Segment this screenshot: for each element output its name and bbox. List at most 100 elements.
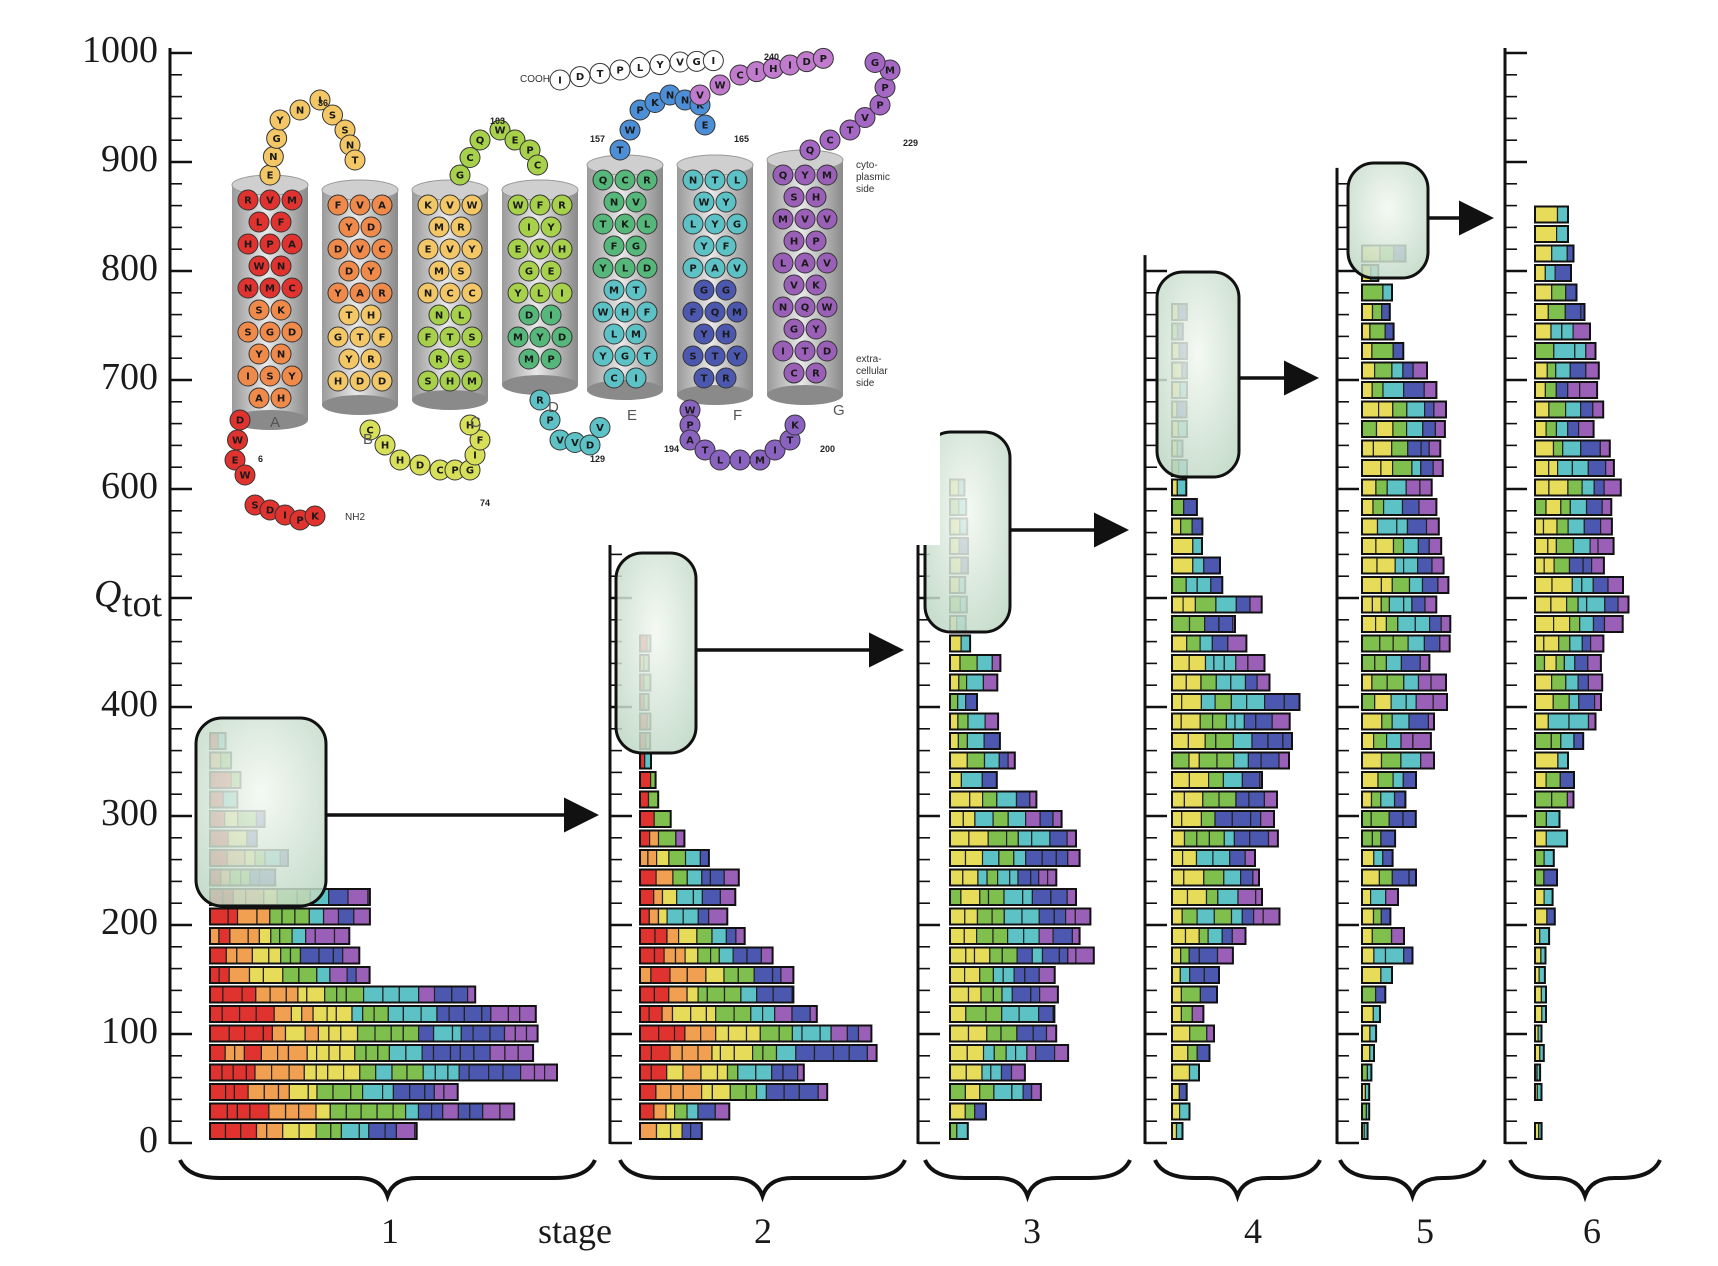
- bar-segment: [499, 1102, 515, 1121]
- bar-segment: [949, 888, 962, 906]
- residue-circle: [270, 299, 292, 321]
- bar-segment: [1431, 556, 1445, 575]
- residue-letter: D: [345, 267, 353, 278]
- residue-bead: N: [417, 282, 439, 304]
- bar-outline: [1534, 829, 1569, 848]
- residue-bead: Q: [469, 129, 491, 151]
- residue-circle: [784, 414, 806, 436]
- bar-segment: [1592, 400, 1604, 419]
- residue-circle: [359, 419, 381, 441]
- bar-segment: [648, 907, 659, 926]
- residue-letter: S: [468, 333, 475, 344]
- bar-row: [1534, 556, 1605, 575]
- bar-segment: [1560, 498, 1571, 516]
- residue-circle: [679, 429, 701, 451]
- bar-row: [1534, 771, 1575, 789]
- bar-segment: [1534, 907, 1548, 926]
- residue-circle: [234, 464, 256, 486]
- residue-bead: T: [338, 304, 360, 326]
- bar-segment: [1534, 790, 1553, 809]
- residue-letter: Y: [800, 171, 809, 182]
- bar-segment: [1552, 439, 1564, 458]
- residue-letter: R: [435, 355, 443, 366]
- bar-segment: [1278, 751, 1290, 770]
- bar-segment: [303, 1063, 317, 1082]
- bar-segment: [339, 1044, 356, 1062]
- residue-bead: Y: [507, 282, 529, 304]
- bar-segment: [1564, 400, 1582, 419]
- bar-segment: [1263, 790, 1278, 809]
- bar-segment: [676, 888, 695, 906]
- bar-outline: [1171, 1044, 1211, 1062]
- bar-segment: [965, 1005, 987, 1023]
- stage-label-1: 1: [381, 1211, 399, 1251]
- residue-letter: F: [335, 201, 342, 212]
- residue-letter: V: [733, 264, 741, 275]
- residue-bead: D: [579, 434, 601, 456]
- cytoplasmic-label-line3: side: [856, 184, 875, 195]
- y-tick-300: 300: [101, 792, 158, 834]
- bar-outline: [1361, 420, 1446, 438]
- bar-segment: [990, 1063, 1003, 1082]
- bar-segment: [1023, 927, 1040, 945]
- residue-letter: T: [802, 347, 809, 358]
- bar-segment: [866, 1044, 878, 1062]
- bar-outline: [1361, 888, 1399, 906]
- bar-segment: [1406, 400, 1426, 419]
- bar-segment: [1534, 888, 1545, 906]
- bar-segment: [981, 790, 998, 809]
- bar-segment: [340, 1024, 359, 1043]
- residue-letter: M: [467, 377, 477, 388]
- bar-segment: [735, 927, 746, 945]
- bar-segment: [1216, 751, 1235, 770]
- bar-segment: [1058, 946, 1069, 965]
- bar-segment: [1188, 654, 1207, 672]
- residue-letter: T: [702, 446, 709, 457]
- residue-letter: L: [690, 220, 697, 231]
- residue-bead: I: [540, 304, 562, 326]
- bar-segment: [392, 1102, 407, 1121]
- residue-bead: A: [281, 233, 303, 255]
- residue-circle: [625, 235, 647, 257]
- bar-segment: [285, 1102, 300, 1121]
- bar-segment: [716, 1063, 729, 1082]
- residue-circle: [592, 213, 614, 235]
- bar-row: [1534, 693, 1602, 711]
- bar-segment: [1026, 1044, 1037, 1062]
- residue-bead: R: [805, 362, 827, 384]
- bar-segment: [1433, 400, 1447, 419]
- residue-circle: [529, 389, 551, 411]
- bar-segment: [657, 829, 677, 848]
- residue-circle: [812, 47, 834, 69]
- bar-segment: [699, 849, 710, 867]
- residue-circle: [417, 370, 439, 392]
- bar-segment: [1203, 868, 1225, 887]
- bar-outline: [1171, 829, 1279, 848]
- bar-segment: [1361, 400, 1380, 419]
- bar-segment: [1015, 790, 1031, 809]
- bar-segment: [1581, 634, 1592, 653]
- residue-circle: [609, 139, 631, 161]
- residue-bead: D: [518, 304, 540, 326]
- residue-circle: [527, 154, 548, 176]
- bar-segment: [433, 1083, 445, 1101]
- bar-segment: [1374, 693, 1392, 711]
- residue-bead: M: [428, 260, 450, 282]
- residue-circle: [702, 50, 724, 72]
- bar-segment: [1562, 439, 1582, 458]
- bar-segment: [377, 1044, 390, 1062]
- bar-segment: [1171, 673, 1187, 692]
- bar-outline: [949, 1005, 1056, 1023]
- y-axis-tick-labels: 1000 900 800 700 600 400 300 200 100 0 Q…: [82, 29, 163, 1161]
- residue-letter: F: [379, 333, 386, 344]
- bar-segment: [1392, 537, 1405, 555]
- bar-segment: [1230, 907, 1243, 926]
- residue-circle: [461, 238, 483, 260]
- bar-segment: [1361, 478, 1377, 497]
- residue-letter: L: [734, 176, 741, 187]
- bar-segment: [255, 985, 271, 1004]
- bar-segment: [1361, 1044, 1371, 1062]
- bar-outline: [949, 771, 998, 789]
- bar-segment: [350, 1083, 364, 1101]
- bar-segment: [1361, 849, 1375, 867]
